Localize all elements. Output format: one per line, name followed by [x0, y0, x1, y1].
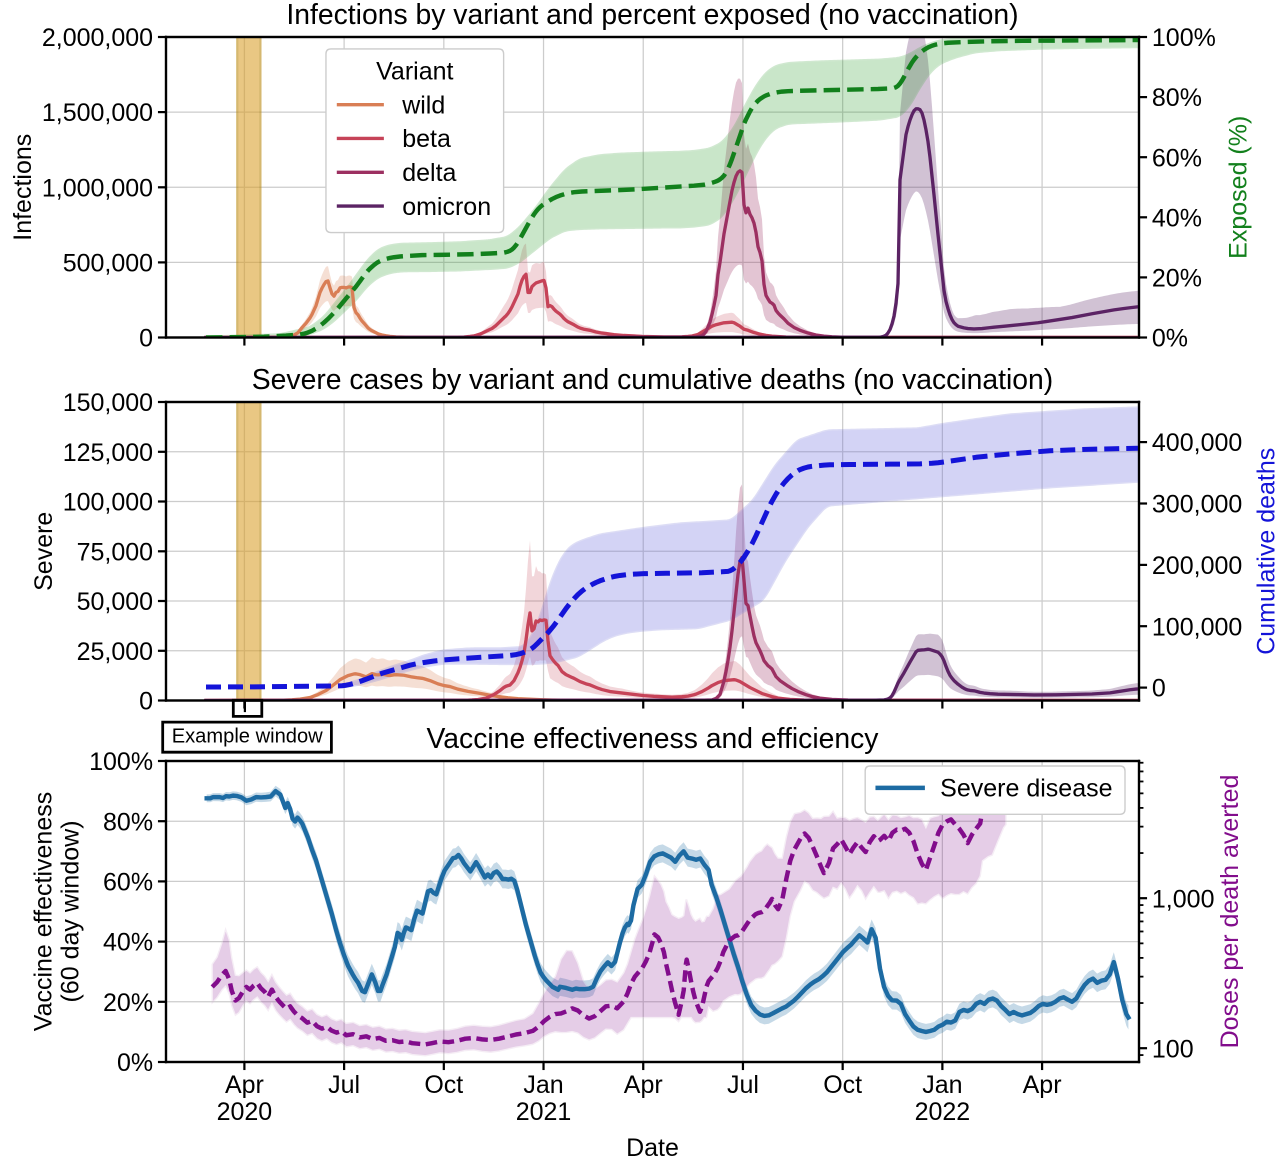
svg-text:Infections: Infections	[9, 134, 37, 241]
svg-text:Severe cases by variant and cu: Severe cases by variant and cumulative d…	[252, 364, 1054, 396]
svg-text:Infections by variant and perc: Infections by variant and percent expose…	[286, 0, 1018, 31]
svg-text:40%: 40%	[103, 929, 153, 957]
svg-text:(60 day window): (60 day window)	[56, 820, 84, 1002]
svg-text:wild: wild	[401, 91, 445, 119]
svg-text:0: 0	[139, 325, 153, 353]
svg-text:Cumulative deaths: Cumulative deaths	[1252, 448, 1280, 655]
svg-text:Severe: Severe	[30, 512, 58, 591]
svg-text:100,000: 100,000	[1152, 613, 1242, 641]
svg-text:2020: 2020	[217, 1098, 273, 1126]
svg-text:Oct: Oct	[823, 1071, 862, 1099]
svg-text:Exposed (%): Exposed (%)	[1224, 116, 1252, 259]
svg-text:0: 0	[1152, 675, 1166, 703]
svg-text:500,000: 500,000	[63, 249, 153, 277]
svg-text:2021: 2021	[516, 1098, 572, 1126]
svg-text:Severe disease: Severe disease	[940, 775, 1112, 803]
svg-text:Jul: Jul	[328, 1071, 360, 1099]
svg-text:0%: 0%	[117, 1049, 153, 1077]
svg-text:20%: 20%	[103, 989, 153, 1017]
svg-text:Apr: Apr	[225, 1071, 264, 1099]
svg-text:1,000,000: 1,000,000	[42, 174, 153, 202]
svg-text:Example window: Example window	[172, 726, 323, 748]
svg-text:Jan: Jan	[922, 1071, 962, 1099]
svg-text:150,000: 150,000	[63, 389, 153, 417]
svg-text:1,500,000: 1,500,000	[42, 99, 153, 127]
svg-text:80%: 80%	[1152, 84, 1202, 112]
svg-text:20%: 20%	[1152, 264, 1202, 292]
svg-text:omicron: omicron	[402, 193, 491, 221]
svg-text:2022: 2022	[915, 1098, 971, 1126]
svg-text:300,000: 300,000	[1152, 491, 1242, 519]
svg-text:Apr: Apr	[624, 1071, 663, 1099]
svg-text:Vaccine effectiveness: Vaccine effectiveness	[29, 792, 57, 1032]
svg-text:Jul: Jul	[727, 1071, 759, 1099]
svg-text:125,000: 125,000	[63, 439, 153, 467]
svg-text:60%: 60%	[1152, 144, 1202, 172]
svg-text:Apr: Apr	[1023, 1071, 1062, 1099]
svg-text:100%: 100%	[89, 748, 153, 776]
svg-text:40%: 40%	[1152, 204, 1202, 232]
svg-text:1,000: 1,000	[1152, 885, 1215, 913]
svg-text:60%: 60%	[103, 868, 153, 896]
svg-text:delta: delta	[402, 159, 456, 187]
svg-text:Doses per death averted: Doses per death averted	[1216, 775, 1244, 1049]
svg-text:25,000: 25,000	[77, 638, 153, 666]
svg-text:50,000: 50,000	[77, 588, 153, 616]
svg-text:beta: beta	[402, 125, 451, 153]
svg-text:Variant: Variant	[376, 58, 453, 86]
svg-text:100: 100	[1152, 1035, 1194, 1063]
svg-text:100%: 100%	[1152, 24, 1216, 52]
svg-text:0: 0	[139, 688, 153, 716]
svg-text:Oct: Oct	[424, 1071, 463, 1099]
svg-text:0%: 0%	[1152, 325, 1188, 353]
svg-text:100,000: 100,000	[63, 489, 153, 517]
svg-text:Vaccine effectiveness and effi: Vaccine effectiveness and efficiency	[427, 723, 880, 755]
svg-text:200,000: 200,000	[1152, 552, 1242, 580]
svg-text:Date: Date	[626, 1134, 679, 1159]
svg-text:75,000: 75,000	[77, 538, 153, 566]
svg-text:80%: 80%	[103, 808, 153, 836]
svg-text:400,000: 400,000	[1152, 429, 1242, 457]
svg-text:2,000,000: 2,000,000	[42, 24, 153, 52]
svg-text:Jan: Jan	[523, 1071, 563, 1099]
